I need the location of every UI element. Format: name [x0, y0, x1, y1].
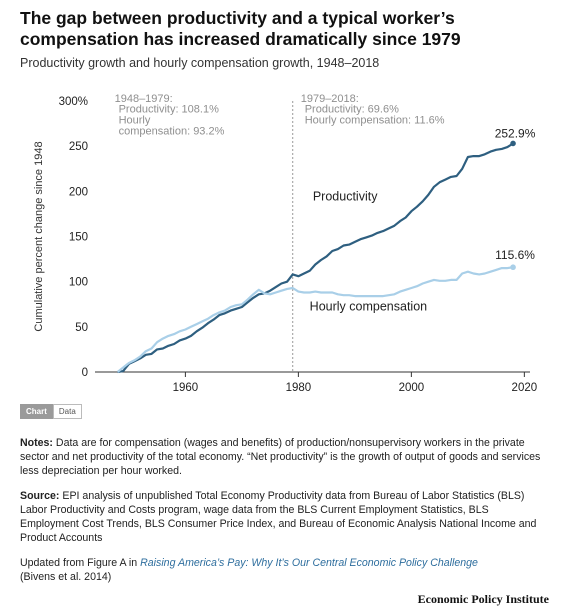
- productivity-line: [117, 142, 514, 374]
- brand-wordmark: Economic Policy Institute: [417, 592, 549, 606]
- x-tick-label: 2000: [399, 382, 425, 393]
- notes-label: Notes:: [20, 437, 53, 449]
- updated-prefix: Updated from Figure A in: [20, 557, 141, 569]
- y-tick-label: 300%: [59, 96, 88, 108]
- y-tick-label: 100: [69, 277, 88, 289]
- notes-text: Data are for compensation (wages and ben…: [20, 437, 541, 477]
- y-tick-label: 0: [82, 367, 88, 379]
- x-tick-label: 1980: [286, 382, 312, 393]
- y-axis-label: Cumulative percent change since 1948: [33, 141, 45, 331]
- period1-title: 1948–1979:: [115, 93, 173, 105]
- x-tick-label: 1960: [173, 382, 199, 393]
- period1-compensation-line1: Hourly: [119, 115, 151, 127]
- chart-subtitle: Productivity growth and hourly compensat…: [20, 56, 380, 70]
- y-tick-label: 150: [69, 232, 88, 244]
- source-text: EPI analysis of unpublished Total Econom…: [20, 490, 537, 544]
- period2-productivity: Productivity: 69.6%: [305, 104, 399, 116]
- line-chart: 0 50 100 150 200 250 300% 1960 1980 2000 2020 194…: [33, 93, 538, 393]
- report-link[interactable]: Raising America’s Pay: Why It’s Our Cent…: [140, 557, 478, 569]
- updated-suffix: (Bivens et al. 2014): [20, 571, 112, 583]
- y-tick-label: 250: [69, 141, 88, 153]
- data-view-button[interactable]: Data: [52, 404, 82, 419]
- productivity-end-marker: [510, 140, 516, 147]
- chart-view-button[interactable]: Chart: [20, 404, 53, 419]
- x-tick-label: 2020: [512, 382, 538, 393]
- page-title: The gap between productivity and a typic…: [20, 8, 461, 49]
- source-block: Source: EPI analysis of unpublished Tota…: [20, 489, 545, 545]
- hourly-compensation-end-label: 115.6%: [495, 248, 535, 262]
- productivity-end-label: 252.9%: [495, 126, 536, 140]
- productivity-series-label: Productivity: [313, 189, 378, 203]
- y-tick-label: 200: [69, 186, 88, 198]
- hourly-compensation-series-label: Hourly compensation: [310, 300, 427, 314]
- source-label: Source:: [20, 490, 60, 502]
- updated-block: Updated from Figure A in Raising America…: [20, 556, 545, 584]
- y-tick-label: 50: [75, 322, 88, 334]
- view-toggle: Chart Data: [20, 404, 82, 419]
- hourly-compensation-end-marker: [510, 264, 516, 271]
- period2-compensation: Hourly compensation: 11.6%: [305, 115, 445, 127]
- notes-block: Notes: Data are for compensation (wages …: [20, 436, 545, 478]
- period2-title: 1979–2018:: [301, 93, 359, 105]
- period1-productivity: Productivity: 108.1%: [119, 104, 219, 116]
- hourly-compensation-line: [116, 266, 514, 373]
- period1-compensation-line2: compensation: 93.2%: [119, 125, 225, 137]
